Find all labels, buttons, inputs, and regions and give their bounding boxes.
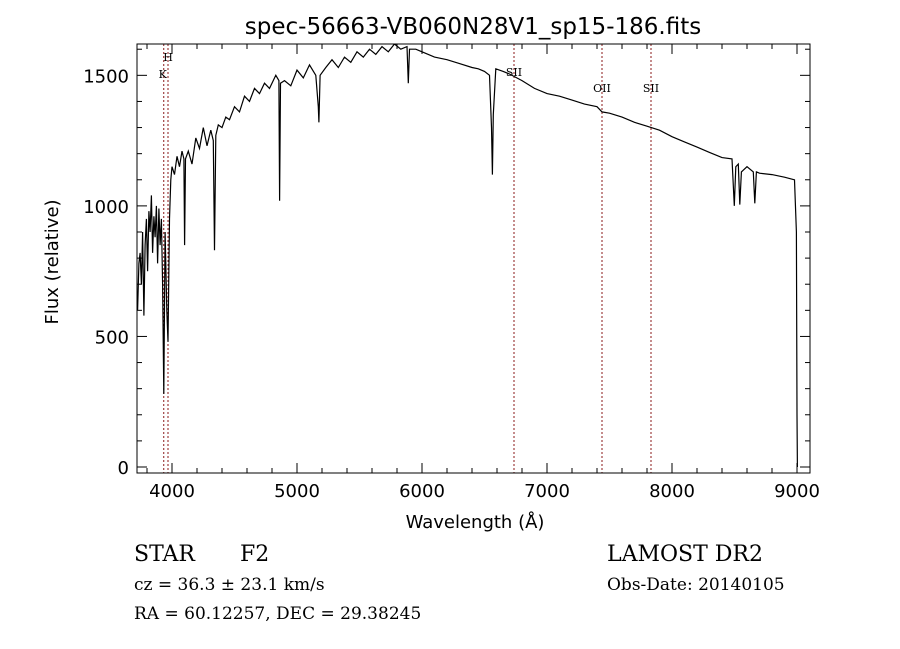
survey-name: LAMOST DR2 xyxy=(607,542,763,567)
x-tick-label: 5000 xyxy=(274,481,320,502)
x-tick-label: 7000 xyxy=(524,481,570,502)
x-tick-label: 4000 xyxy=(149,481,195,502)
chart-title: spec-56663-VB060N28V1_sp15-186.fits xyxy=(245,14,701,40)
object-class: STAR xyxy=(134,542,196,567)
y-tick-label: 0 xyxy=(118,458,129,479)
line-marker-label: H xyxy=(163,51,173,64)
line-marker-label: SII xyxy=(643,82,659,95)
x-tick-label: 9000 xyxy=(774,481,820,502)
y-tick-label: 1000 xyxy=(83,197,129,218)
object-subclass: F2 xyxy=(240,542,269,567)
line-marker-label: SII xyxy=(506,66,522,79)
x-axis-label: Wavelength (Å) xyxy=(406,511,545,533)
line-marker-label: K xyxy=(159,68,168,81)
line-marker-label: OII xyxy=(593,82,611,95)
spectrum-line xyxy=(137,44,799,468)
x-tick-label: 6000 xyxy=(399,481,445,502)
y-tick-label: 1500 xyxy=(83,66,129,87)
observation-date: Obs-Date: 20140105 xyxy=(607,575,785,595)
redshift-cz: cz = 36.3 ± 23.1 km/s xyxy=(134,575,325,595)
x-tick-label: 8000 xyxy=(649,481,695,502)
coordinates: RA = 60.12257, DEC = 29.38245 xyxy=(134,604,421,624)
plot-frame xyxy=(136,43,811,474)
y-axis-label: Flux (relative) xyxy=(42,199,63,324)
y-tick-label: 500 xyxy=(95,327,129,348)
